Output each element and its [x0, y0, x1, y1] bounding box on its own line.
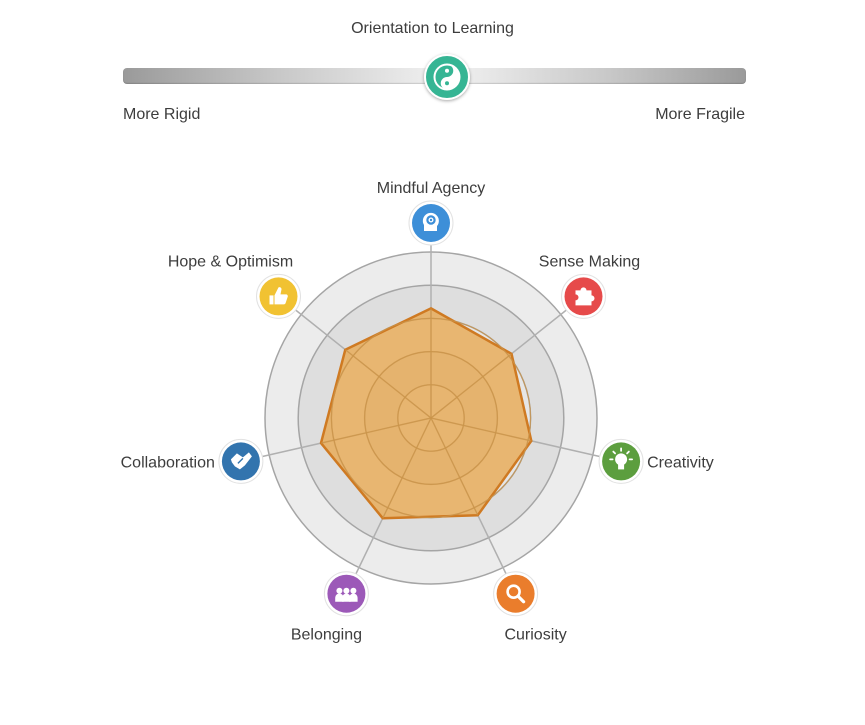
slider-title: Orientation to Learning: [351, 20, 514, 37]
collaboration-badge[interactable]: [218, 438, 264, 484]
creativity-badge[interactable]: [598, 438, 644, 484]
radar-spoke-inner-sense-making: [430, 353, 512, 419]
radar-data-polygon: [319, 307, 533, 520]
radar-spoke-inner-curiosity: [430, 417, 479, 516]
radar-ring-inner: [397, 384, 465, 452]
mindful-agency-label: Mindful Agency: [377, 180, 486, 197]
yin-yang-icon: [433, 63, 461, 91]
radar-spoke-inner-belonging: [382, 417, 432, 519]
radar-ring-inner: [364, 351, 499, 486]
radar-spoke-inner-collaboration: [320, 417, 432, 444]
curiosity-badge[interactable]: [493, 571, 539, 617]
radar-ring-inner: [330, 317, 532, 519]
hope-optimism-label: Hope & Optimism: [168, 253, 293, 270]
thumbs-up-icon: [269, 287, 288, 305]
group-icon: [335, 587, 358, 602]
gear-head-icon: [422, 212, 439, 231]
radar-spoke-inner-hope-optimism: [344, 349, 432, 419]
collaboration-label: Collaboration: [121, 454, 215, 471]
mindful-agency-badge[interactable]: [408, 200, 454, 246]
radar-spoke-inner-creativity: [430, 417, 532, 442]
slider-left-label: More Rigid: [123, 106, 201, 123]
puzzle-icon: [575, 287, 595, 306]
magnifier-icon: [506, 584, 526, 604]
lightbulb-icon: [609, 447, 633, 470]
belonging-badge[interactable]: [323, 571, 369, 617]
belonging-label: Belonging: [291, 627, 362, 644]
handshake-icon: [230, 452, 252, 470]
sense-making-badge[interactable]: [561, 273, 606, 319]
curiosity-label: Curiosity: [504, 627, 566, 644]
orientation-slider-knob[interactable]: [423, 54, 470, 100]
slider-right-label: More Fragile: [655, 106, 745, 123]
creativity-label: Creativity: [647, 454, 714, 471]
hope-optimism-badge[interactable]: [256, 273, 301, 319]
sense-making-label: Sense Making: [539, 253, 640, 270]
